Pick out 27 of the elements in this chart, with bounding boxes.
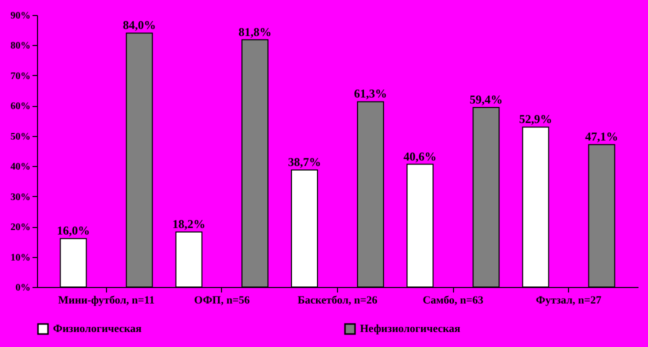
y-tick-label: 80% (10, 40, 30, 52)
y-tick-label: 30% (10, 192, 30, 203)
x-tick-label: Футзал, n=27 (536, 294, 602, 306)
legend-label: Нефизиологическая (360, 323, 460, 335)
y-tick-label: 50% (10, 131, 30, 142)
y-tick-label: 70% (10, 70, 30, 82)
data-label: 47,1% (585, 130, 618, 144)
y-tick-label: 20% (10, 222, 30, 234)
x-tick-label: Самбо, n=63 (422, 294, 484, 306)
x-tick-label: Баскетбол, n=26 (298, 294, 378, 306)
legend-label: Физиологическая (53, 323, 142, 335)
x-tick-label: ОФП, n=56 (194, 294, 250, 306)
data-label: 81,8% (238, 24, 272, 39)
y-tick-label: 60% (10, 101, 30, 112)
data-label: 16,0% (56, 224, 90, 238)
y-tick-label: 40% (10, 162, 30, 173)
y-tick-label: 90% (10, 10, 30, 22)
data-label: 59,4% (470, 92, 503, 106)
x-tick-label: Мини-футбол, n=11 (58, 294, 155, 306)
data-label: 84,0% (122, 18, 156, 32)
data-label: 38,7% (288, 155, 321, 170)
data-label: 61,3% (354, 86, 388, 101)
y-tick-label: 0% (16, 282, 30, 294)
y-tick-label: 10% (10, 252, 30, 264)
data-label: 40,6% (404, 149, 437, 164)
data-label: 52,9% (519, 112, 552, 126)
data-label: 18,2% (172, 216, 206, 231)
